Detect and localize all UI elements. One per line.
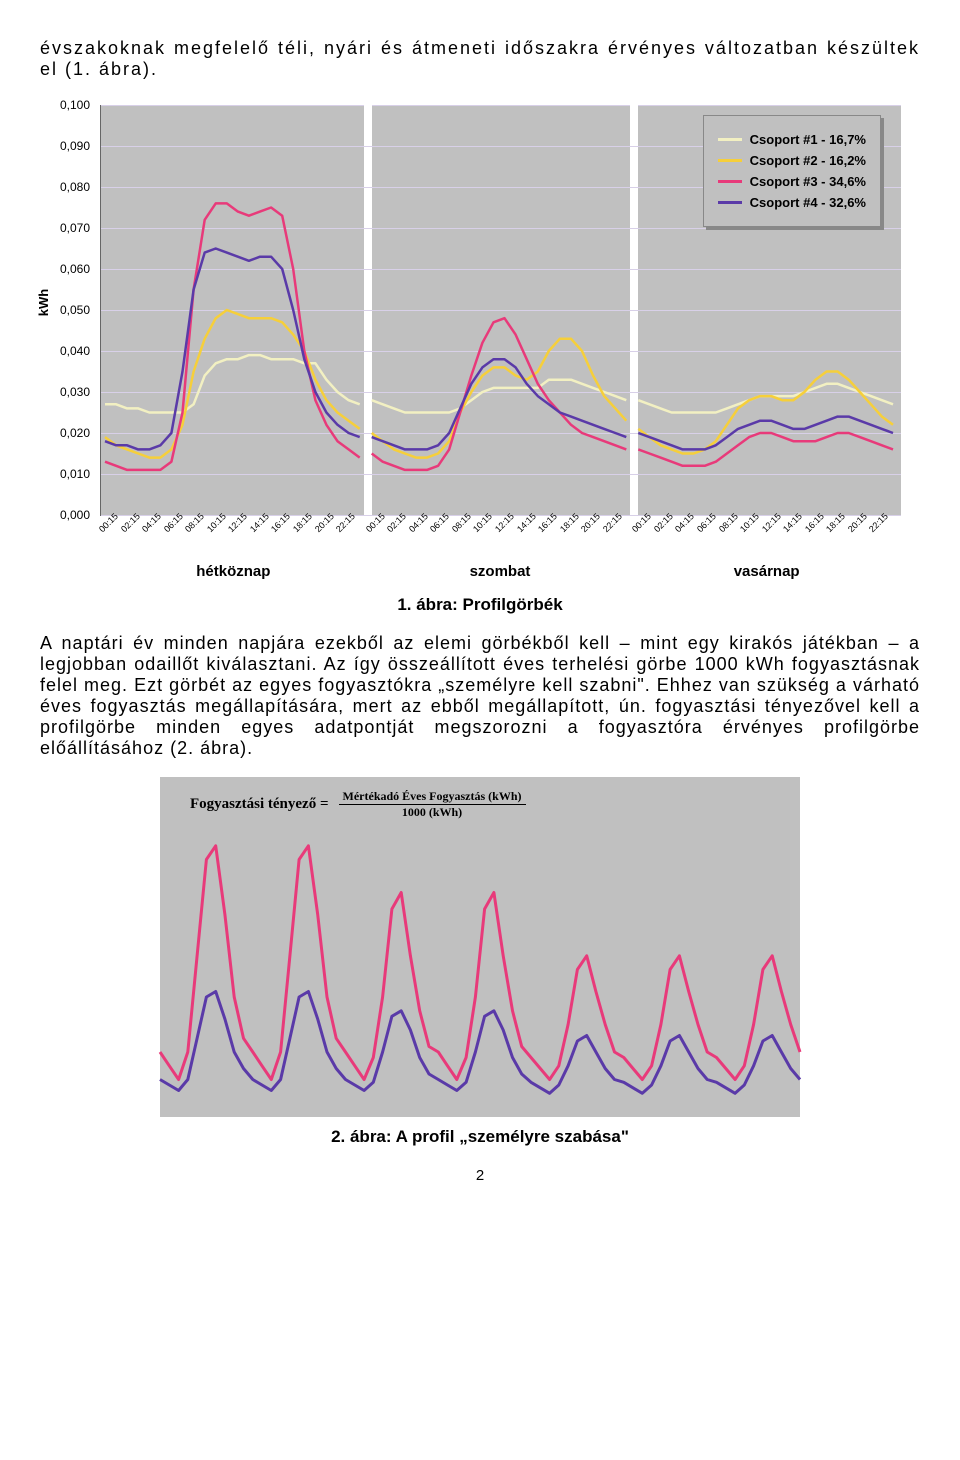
chart2-lines: [160, 777, 800, 1117]
x-day-label: hétköznap: [196, 563, 270, 580]
chart-2: Fogyasztási tényező = Mértékadó Éves Fog…: [160, 777, 800, 1117]
plot-area: Csoport #1 - 16,7% Csoport #2 - 16,2% Csop…: [100, 105, 901, 516]
chart-1: kWh 0,0000,0100,0200,0300,0400,0500,0600…: [40, 95, 910, 585]
legend: Csoport #1 - 16,7% Csoport #2 - 16,2% Csop…: [703, 115, 881, 227]
x-day-label: szombat: [470, 563, 531, 580]
legend-label: Csoport #4 - 32,6%: [750, 195, 866, 210]
legend-item: Csoport #2 - 16,2%: [718, 153, 866, 168]
y-tick: 0,030: [60, 385, 90, 399]
page-number: 2: [40, 1167, 920, 1184]
body-paragraph: A naptári év minden napjára ezekből az e…: [40, 633, 920, 759]
legend-label: Csoport #1 - 16,7%: [750, 132, 866, 147]
y-tick: 0,010: [60, 467, 90, 481]
legend-swatch: [718, 201, 742, 204]
legend-item: Csoport #1 - 16,7%: [718, 132, 866, 147]
y-tick: 0,050: [60, 303, 90, 317]
legend-label: Csoport #3 - 34,6%: [750, 174, 866, 189]
y-tick: 0,070: [60, 221, 90, 235]
y-tick: 0,020: [60, 426, 90, 440]
y-axis: 0,000 0,010 0,020 0,030 0,040 0,050 0,060 0,070…: [40, 95, 95, 525]
intro-paragraph: évszakoknak megfelelő téli, nyári és átm…: [40, 38, 920, 80]
y-tick: 0,040: [60, 344, 90, 358]
x-axis-ticks: 00:1502:1504:1506:1508:1510:1512:1514:15…: [100, 520, 900, 560]
legend-swatch: [718, 138, 742, 141]
x-day-label: vasárnap: [734, 563, 800, 580]
legend-label: Csoport #2 - 16,2%: [750, 153, 866, 168]
legend-swatch: [718, 159, 742, 162]
legend-item: Csoport #4 - 32,6%: [718, 195, 866, 210]
y-tick: 0,100: [60, 98, 90, 112]
figure1-caption: 1. ábra: Profilgörbék: [40, 595, 920, 615]
y-tick: 0,060: [60, 262, 90, 276]
figure2-caption: 2. ábra: A profil „személyre szabása": [40, 1127, 920, 1147]
y-tick: 0,000: [60, 508, 90, 522]
legend-swatch: [718, 180, 742, 183]
y-tick: 0,090: [60, 139, 90, 153]
legend-item: Csoport #3 - 34,6%: [718, 174, 866, 189]
y-tick: 0,080: [60, 180, 90, 194]
